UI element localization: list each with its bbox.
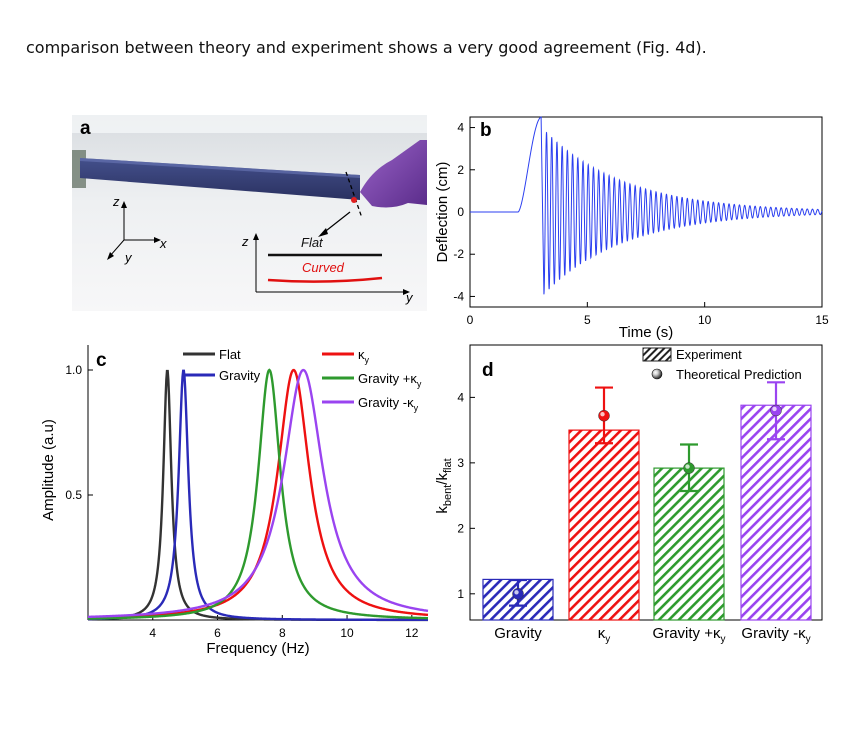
b-xtick-label: 15 bbox=[815, 313, 829, 327]
d-legend-swatch-experiment bbox=[642, 347, 672, 362]
blue-strip bbox=[80, 158, 360, 200]
panel-c-ylabel: Amplitude (a.u) bbox=[40, 419, 57, 521]
d-category-label: κy bbox=[598, 625, 611, 645]
panel-c: c 4 6 8 10 12 0.5 1.0 Flat Gravity κy Gravity +κy… bbox=[40, 345, 429, 657]
c-legend-label: Gravity -κy bbox=[358, 395, 419, 413]
panel-b-xlabel: Time (s) bbox=[619, 324, 673, 341]
c-legend-label: Gravity bbox=[219, 368, 261, 383]
b-ytick-label: -2 bbox=[453, 247, 464, 261]
deflection-curve bbox=[470, 116, 823, 295]
caption-text: comparison between theory and experiment… bbox=[26, 38, 707, 57]
d-ytick-label: 4 bbox=[457, 390, 464, 404]
panel-c-xlabel: Frequency (Hz) bbox=[206, 640, 309, 657]
curved-label: Curved bbox=[302, 260, 345, 275]
d-ytick-label: 1 bbox=[457, 587, 464, 601]
panel-a-letter: a bbox=[80, 118, 91, 139]
d-category-label: Gravity +κy bbox=[653, 625, 726, 645]
d-bar bbox=[568, 429, 640, 621]
axis-y-inset: y bbox=[405, 290, 414, 305]
c-xtick-label: 10 bbox=[340, 626, 354, 640]
d-legend-label: Theoretical Prediction bbox=[676, 367, 802, 382]
panel-d-ylabel: kbent/kflat bbox=[434, 458, 454, 513]
d-category-label: Gravity bbox=[494, 625, 542, 642]
d-bar bbox=[653, 467, 725, 621]
b-xtick-label: 0 bbox=[467, 313, 474, 327]
c-series-line bbox=[87, 368, 429, 619]
b-ytick-label: 4 bbox=[457, 121, 464, 135]
panel-d-letter: d bbox=[482, 360, 494, 381]
c-ytick-label: 0.5 bbox=[65, 488, 82, 502]
c-xtick-label: 4 bbox=[149, 626, 156, 640]
glove-hand bbox=[360, 140, 427, 208]
axis-z-left: z bbox=[112, 194, 120, 209]
c-legend-label: Flat bbox=[219, 347, 241, 362]
curved-line bbox=[267, 276, 383, 283]
axis-z-inset: z bbox=[241, 234, 249, 249]
cut-line bbox=[345, 171, 363, 219]
panel-b-letter: b bbox=[480, 120, 492, 141]
photo-background bbox=[72, 115, 427, 311]
d-legend-swatch-theory bbox=[651, 368, 663, 380]
c-xtick-label: 6 bbox=[214, 626, 221, 640]
d-legend-label: Experiment bbox=[676, 347, 742, 362]
c-xtick-label: 12 bbox=[405, 626, 419, 640]
c-legend-label: Gravity +κy bbox=[358, 371, 422, 389]
b-ytick-label: 2 bbox=[457, 163, 464, 177]
panel-a: a z x y z y Flat Curved bbox=[72, 115, 427, 311]
b-ytick-label: -4 bbox=[453, 289, 464, 303]
c-ytick-label: 1.0 bbox=[65, 363, 82, 377]
b-ytick-label: 0 bbox=[457, 205, 464, 219]
panel-b: b 0 5 10 15 4 2 0 -2 -4 Time (s) Deflection (cm) bbox=[434, 116, 829, 341]
c-legend-label: κy bbox=[358, 347, 370, 365]
d-category-label: Gravity -κy bbox=[741, 625, 810, 645]
d-ytick-label: 3 bbox=[457, 456, 464, 470]
c-xtick-label: 8 bbox=[279, 626, 286, 640]
d-bar bbox=[740, 404, 812, 621]
panel-c-letter: c bbox=[96, 350, 107, 371]
b-xtick-label: 10 bbox=[698, 313, 712, 327]
panel-b-ylabel: Deflection (cm) bbox=[434, 162, 451, 263]
flat-label: Flat bbox=[301, 235, 324, 250]
d-ytick-label: 2 bbox=[457, 521, 464, 535]
b-xtick-label: 5 bbox=[584, 313, 591, 327]
panel-b-frame bbox=[469, 116, 823, 308]
c-series-line bbox=[87, 368, 429, 620]
axis-x-left: x bbox=[159, 236, 167, 251]
panel-d: d 1 2 3 4 Gravity κy Gravity +κy Gravity -κy E… bbox=[434, 344, 823, 645]
axis-y-left: y bbox=[124, 250, 133, 265]
